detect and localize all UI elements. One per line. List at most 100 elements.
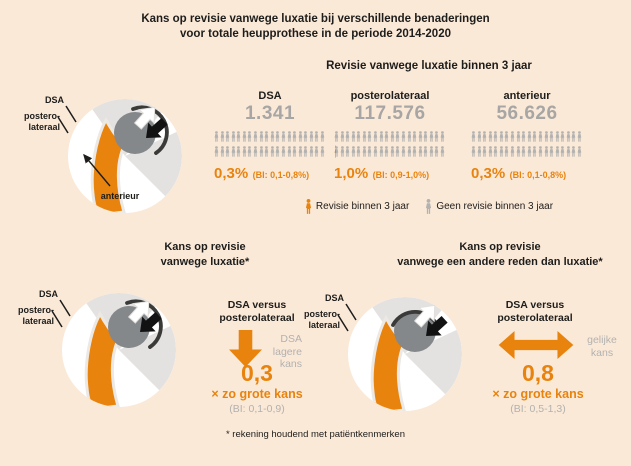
- postero-label-line1: postero-: [18, 305, 54, 315]
- patient-count: 56.626: [496, 103, 558, 124]
- posterolateral-tick-line: [337, 314, 349, 332]
- black-arrow-icon: [146, 117, 168, 139]
- person-icon: [351, 130, 356, 143]
- person-icon: [555, 145, 560, 158]
- bottom-left-header-line2: vanwege luxatie*: [160, 255, 250, 268]
- person-icon: [471, 130, 476, 143]
- pictogram-grid: [330, 130, 450, 160]
- person-icon: [373, 130, 378, 143]
- person-icon: [253, 130, 258, 143]
- person-icon: [521, 145, 526, 158]
- person-icon: [242, 130, 247, 143]
- person-icon: [259, 145, 264, 158]
- white-arrow-icon: [127, 300, 150, 324]
- person-icon: [401, 145, 406, 158]
- person-icon: [362, 145, 367, 158]
- person-icon: [532, 145, 537, 158]
- person-icon: [351, 145, 356, 158]
- postero-label-line2: lateraal: [308, 320, 340, 330]
- bottom-left-header-line1: Kans op revisie: [164, 241, 246, 253]
- person-icon: [275, 145, 280, 158]
- person-icon: [482, 130, 487, 143]
- hip-illustration-bottom-left: DSA postero- lateraal: [18, 289, 176, 407]
- person-icon: [292, 130, 297, 143]
- relative-risk-ci: (BI: 0,5-1,3): [510, 403, 566, 415]
- anterieur-label: anterieur: [101, 191, 140, 201]
- person-icon: [390, 130, 395, 143]
- bottom-left-header: Kans op revisie vanwege luxatie*: [105, 240, 305, 269]
- person-icon: [225, 145, 230, 158]
- person-icon: [571, 145, 576, 158]
- approach-label: posterolateraal: [350, 90, 430, 102]
- relative-risk-value: 0,8: [522, 360, 554, 386]
- person-icon: [345, 145, 350, 158]
- comparison-note-right: gelijke kans: [587, 334, 617, 359]
- postero-label-line1: postero-: [304, 309, 340, 319]
- person-icon: [577, 145, 582, 158]
- person-icon: [373, 145, 378, 158]
- person-icon: [477, 145, 482, 158]
- person-icon: [418, 145, 423, 158]
- comparison-title-left: DSA versus posterolateraal: [197, 299, 317, 325]
- black-arrow-icon: [140, 311, 162, 333]
- person-orange-icon: [305, 199, 312, 214]
- comparison-title-right: DSA versus posterolateraal: [475, 299, 595, 325]
- person-icon: [566, 145, 571, 158]
- person-icon: [231, 145, 236, 158]
- person-icon: [521, 130, 526, 143]
- relative-risk-suffix: × zo grote kans: [211, 387, 303, 401]
- person-icon: [560, 145, 565, 158]
- person-icon: [236, 145, 241, 158]
- revision-percentage: 1,0%: [334, 165, 369, 182]
- person-icon: [418, 130, 423, 143]
- person-icon: [493, 130, 498, 143]
- person-icon: [477, 130, 482, 143]
- person-icon: [407, 145, 412, 158]
- patient-count: 1.341: [244, 103, 296, 124]
- black-arrow-icon: [426, 315, 448, 337]
- person-icon: [270, 130, 275, 143]
- person-icon: [367, 145, 372, 158]
- person-icon: [527, 130, 532, 143]
- legend-label: Geen revisie binnen 3 jaar: [436, 201, 554, 212]
- person-icon: [544, 145, 549, 158]
- person-icon: [303, 130, 308, 143]
- legend-label: Revisie binnen 3 jaar: [315, 201, 410, 212]
- person-icon: [440, 145, 445, 158]
- person-icon: [571, 130, 576, 143]
- person-icon: [499, 130, 504, 143]
- person-icon: [482, 145, 487, 158]
- person-icon: [334, 130, 339, 143]
- person-icon: [423, 145, 428, 158]
- person-icon: [566, 130, 571, 143]
- person-icon: [247, 130, 252, 143]
- bottom-right-header: Kans op revisie vanwege een andere reden…: [350, 240, 631, 269]
- person-icon: [555, 130, 560, 143]
- person-icon: [314, 145, 319, 158]
- pictogram-grid: [467, 130, 587, 160]
- person-icon: [493, 145, 498, 158]
- person-icon: [259, 130, 264, 143]
- person-icon: [395, 130, 400, 143]
- arrow-down-icon: [229, 330, 262, 367]
- person-icon: [298, 130, 303, 143]
- person-icon-orange-partial: [471, 145, 472, 158]
- postero-label-line2: lateraal: [28, 122, 60, 132]
- person-icon: [544, 130, 549, 143]
- confidence-interval: (BI: 0,9-1,0%): [372, 170, 430, 180]
- dsa-tick-line: [65, 105, 77, 123]
- person-icon: [434, 145, 439, 158]
- person-icon: [270, 145, 275, 158]
- legend-item-no-revision: Geen revisie binnen 3 jaar: [425, 199, 553, 214]
- person-icon-orange-partial: [334, 145, 336, 158]
- person-icon: [401, 130, 406, 143]
- person-icon: [434, 130, 439, 143]
- comparison-title-line1: DSA versus: [505, 299, 565, 311]
- section-header: Revisie vanwege luxatie binnen 3 jaar: [326, 60, 532, 72]
- person-icon: [407, 130, 412, 143]
- person-icon: [320, 145, 325, 158]
- stat-column-dsa: DSA 1.341 0,3% (BI: 0,1-0,8%): [210, 90, 330, 183]
- person-icon: [264, 130, 269, 143]
- person-icon: [314, 130, 319, 143]
